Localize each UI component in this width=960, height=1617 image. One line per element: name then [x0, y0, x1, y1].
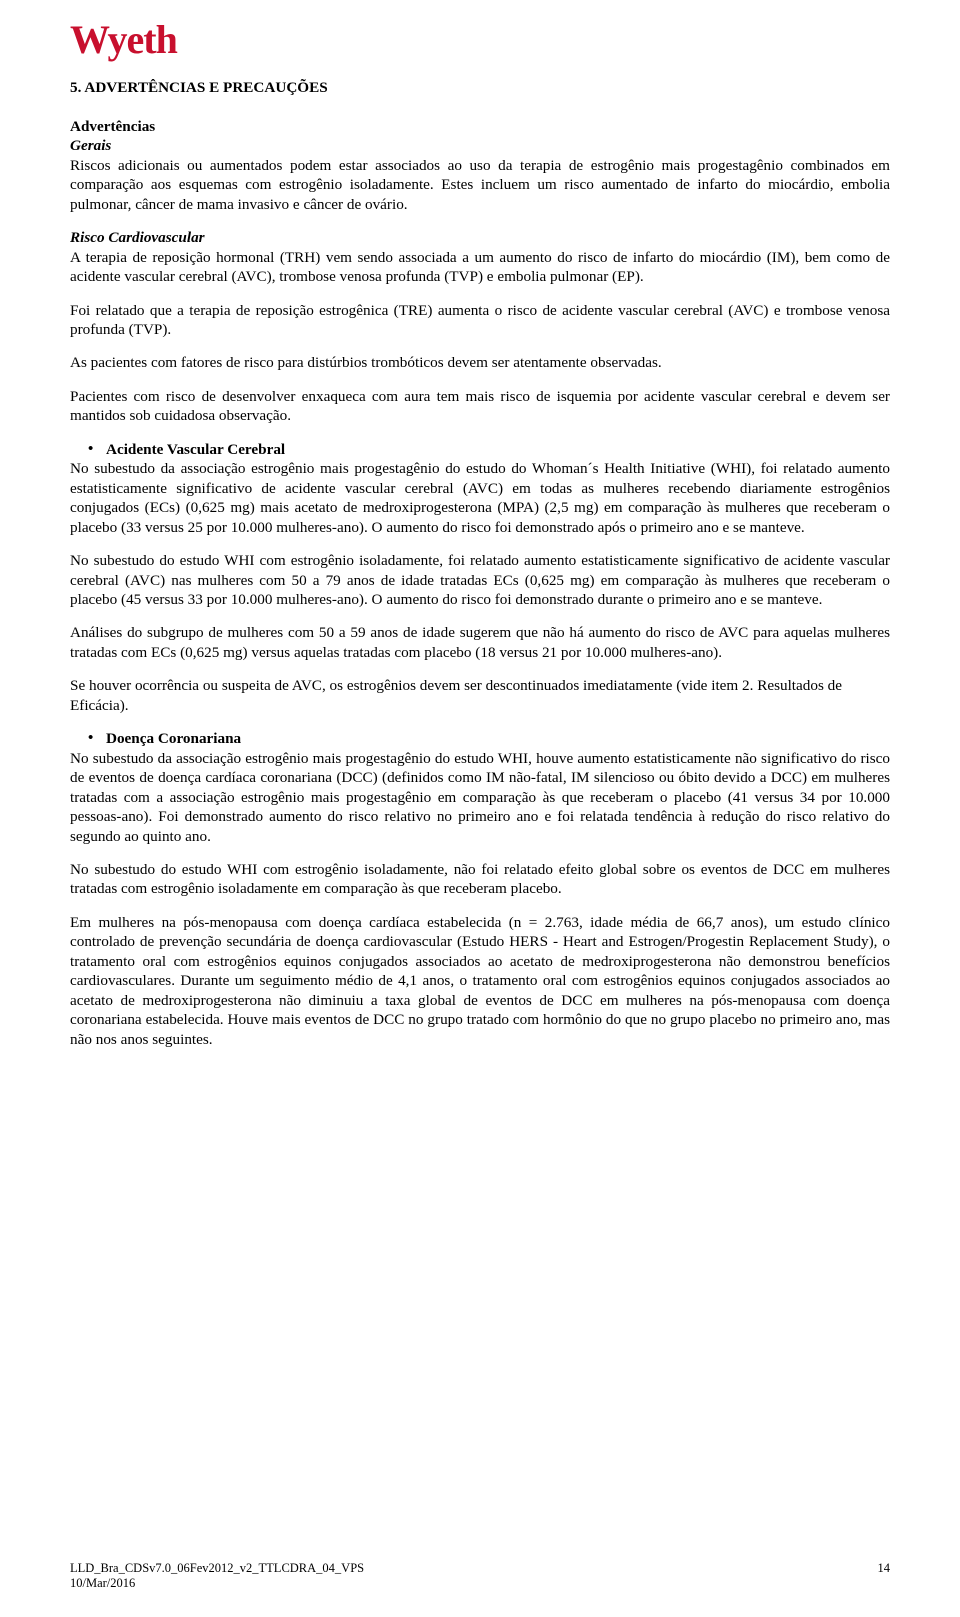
footer-date: 10/Mar/2016 — [70, 1576, 135, 1590]
paragraph-cardio-2: Foi relatado que a terapia de reposição … — [70, 301, 890, 340]
paragraph-cardio-3: As pacientes com fatores de risco para d… — [70, 353, 890, 372]
page-footer: LLD_Bra_CDSv7.0_06Fev2012_v2_TTLCDRA_04_… — [70, 1561, 890, 1591]
brand-logo: Wyeth — [70, 20, 890, 60]
bullet-dcc: Doença Coronariana — [106, 729, 890, 748]
document-body: 5. ADVERTÊNCIAS E PRECAUÇÕES Advertência… — [70, 78, 890, 1049]
paragraph-dcc-3: Em mulheres na pós-menopausa com doença … — [70, 913, 890, 1049]
paragraph-avc-4: Se houver ocorrência ou suspeita de AVC,… — [70, 676, 890, 715]
paragraph-cardio-1: A terapia de reposição hormonal (TRH) ve… — [70, 248, 890, 287]
paragraph-avc-3: Análises do subgrupo de mulheres com 50 … — [70, 623, 890, 662]
bullet-avc: Acidente Vascular Cerebral — [106, 440, 890, 459]
paragraph-dcc-1: No subestudo da associação estrogênio ma… — [70, 749, 890, 846]
heading-gerais: Gerais — [70, 136, 890, 155]
paragraph-cardio-4: Pacientes com risco de desenvolver enxaq… — [70, 387, 890, 426]
paragraph-gerais: Riscos adicionais ou aumentados podem es… — [70, 156, 890, 214]
heading-risco-cardiovascular: Risco Cardiovascular — [70, 228, 890, 247]
paragraph-dcc-2: No subestudo do estudo WHI com estrogêni… — [70, 860, 890, 899]
paragraph-avc-2: No subestudo do estudo WHI com estrogêni… — [70, 551, 890, 609]
section-title: 5. ADVERTÊNCIAS E PRECAUÇÕES — [70, 78, 890, 97]
footer-code: LLD_Bra_CDSv7.0_06Fev2012_v2_TTLCDRA_04_… — [70, 1561, 364, 1575]
heading-advertencias: Advertências — [70, 117, 890, 136]
paragraph-avc-1: No subestudo da associação estrogênio ma… — [70, 459, 890, 537]
page-number: 14 — [878, 1561, 891, 1575]
